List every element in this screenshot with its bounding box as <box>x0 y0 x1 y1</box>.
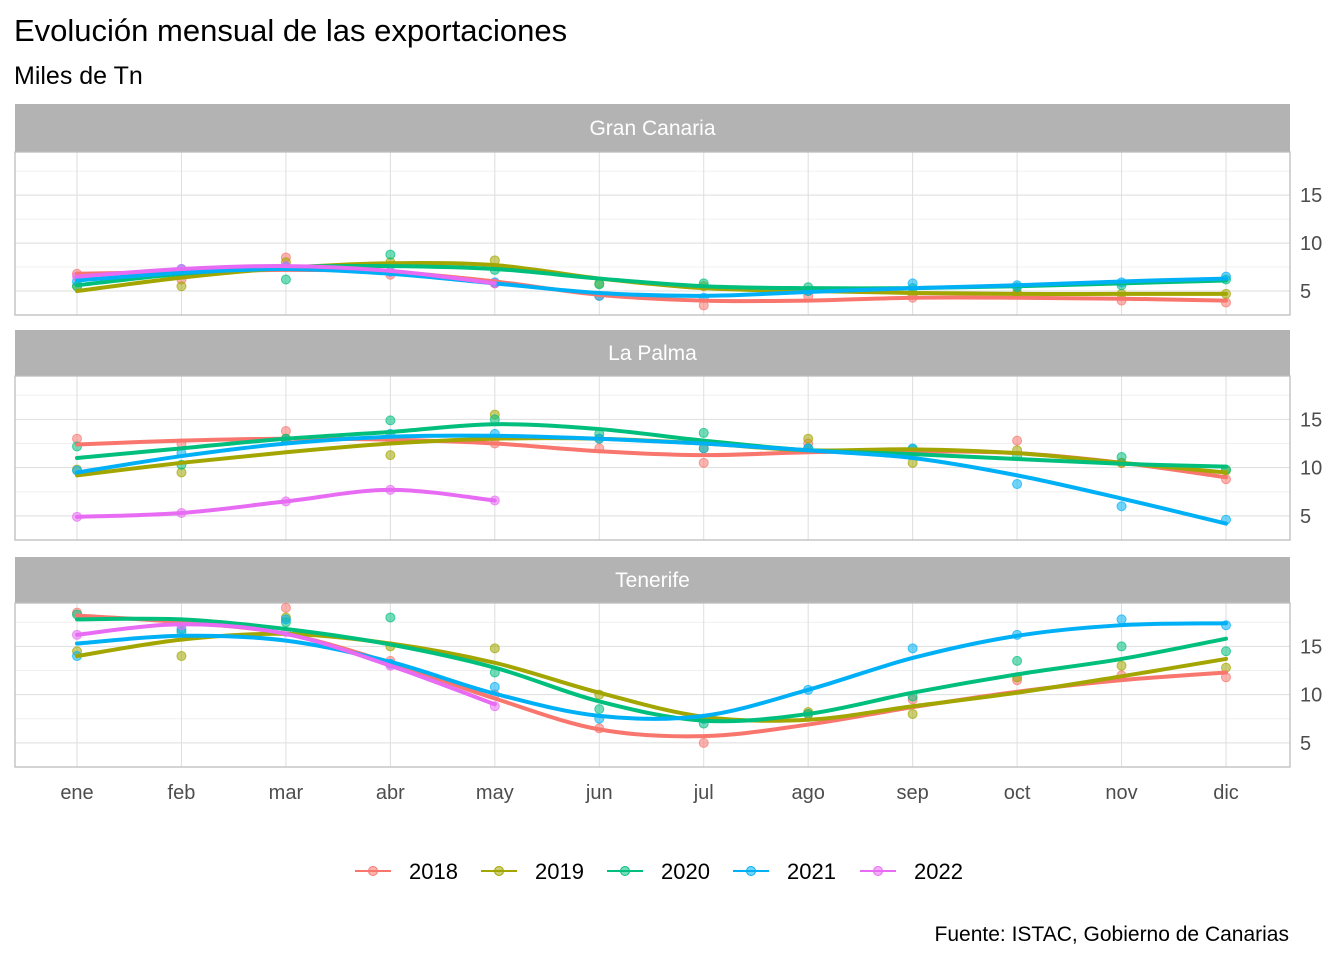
y-tick-label: 15 <box>1300 409 1322 431</box>
x-tick-label: may <box>476 782 514 804</box>
x-axis: ene feb mar abr may jun jul ago sep oct nov dic <box>60 782 1238 804</box>
y-tick-label: 5 <box>1300 281 1311 303</box>
data-point <box>280 602 291 613</box>
y-tick-label: 10 <box>1300 458 1322 480</box>
facet-label: La Palma <box>608 342 697 365</box>
legend-key-point <box>873 866 883 876</box>
data-point <box>176 651 187 662</box>
y-tick-label: 15 <box>1300 636 1322 658</box>
facet-panels: Gran Canaria 5 10 15 La Palma 5 10 15 Tenerife 5 1… <box>14 104 1322 768</box>
data-point <box>1012 435 1023 446</box>
legend-label: 2021 <box>787 859 836 884</box>
legend-item: 2022 <box>860 859 963 884</box>
data-point <box>280 614 291 625</box>
data-point <box>698 737 709 748</box>
legend-label: 2022 <box>914 859 963 884</box>
chart-caption: Fuente: ISTAC, Gobierno de Canarias <box>935 923 1289 946</box>
data-point <box>594 704 605 715</box>
facet-panel: La Palma 5 10 15 <box>14 330 1322 541</box>
legend-item: 2021 <box>733 859 836 884</box>
legend-item: 2019 <box>481 859 584 884</box>
data-point <box>1116 452 1127 463</box>
data-point <box>907 643 918 654</box>
x-tick-label: mar <box>269 782 304 804</box>
y-tick-label: 5 <box>1300 733 1311 755</box>
x-tick-label: dic <box>1213 782 1239 804</box>
series-line <box>75 422 1228 469</box>
series-line <box>75 264 497 286</box>
data-point <box>1012 655 1023 666</box>
facet-strip <box>15 104 1290 152</box>
facet-panel: Tenerife 5 10 15 <box>14 557 1322 768</box>
data-point <box>1116 614 1127 625</box>
y-tick-label: 10 <box>1300 233 1322 255</box>
facet-strip <box>15 557 1290 603</box>
legend-key-point <box>620 866 630 876</box>
legend-label: 2018 <box>409 859 458 884</box>
y-tick-label: 5 <box>1300 506 1311 528</box>
series-line <box>75 621 1228 721</box>
data-point <box>698 457 709 468</box>
chart-subtitle: Miles de Tn <box>14 62 143 90</box>
x-tick-label: oct <box>1004 782 1031 804</box>
facet-panel: Gran Canaria 5 10 15 <box>14 104 1322 316</box>
series-line <box>75 433 1228 526</box>
chart-title: Evolución mensual de las exportaciones <box>14 13 567 48</box>
panel-border <box>14 375 1291 541</box>
panel-border <box>14 602 1291 768</box>
data-point <box>1116 501 1127 512</box>
legend-key-point <box>494 866 504 876</box>
legend-item: 2018 <box>355 859 458 884</box>
data-point <box>698 427 709 438</box>
data-point <box>1012 479 1023 490</box>
facet-label: Gran Canaria <box>589 117 715 140</box>
x-tick-label: nov <box>1105 782 1137 804</box>
data-point <box>385 415 396 426</box>
data-point <box>489 643 500 654</box>
legend-label: 2019 <box>535 859 584 884</box>
facet-label: Tenerife <box>615 569 690 592</box>
data-point <box>594 279 605 290</box>
legend-key-point <box>368 866 378 876</box>
legend-label: 2020 <box>661 859 710 884</box>
y-tick-label: 10 <box>1300 685 1322 707</box>
x-tick-label: jul <box>693 782 714 804</box>
data-point <box>280 274 291 285</box>
data-point <box>385 450 396 461</box>
data-point <box>1221 646 1231 657</box>
data-point <box>176 281 187 292</box>
series-line <box>75 487 497 519</box>
panel-border <box>14 151 1291 316</box>
data-point <box>1116 660 1127 671</box>
data-point <box>803 433 814 444</box>
y-tick-label: 15 <box>1300 185 1322 207</box>
series-line <box>75 266 1228 298</box>
series-line <box>75 622 497 707</box>
x-tick-label: sep <box>897 782 929 804</box>
data-point <box>489 681 500 692</box>
data-point <box>385 249 396 260</box>
x-tick-label: abr <box>376 782 405 804</box>
x-tick-label: feb <box>168 782 196 804</box>
legend: 2018 2019 2020 2021 2022 <box>355 859 963 884</box>
legend-key-point <box>746 866 756 876</box>
data-point <box>907 708 918 719</box>
x-tick-label: jun <box>585 782 613 804</box>
x-tick-label: ago <box>791 782 824 804</box>
facet-strip <box>15 330 1290 376</box>
series-line <box>75 616 1228 724</box>
data-point <box>1116 641 1127 652</box>
legend-item: 2020 <box>607 859 710 884</box>
x-tick-label: ene <box>60 782 93 804</box>
data-point <box>385 612 396 623</box>
